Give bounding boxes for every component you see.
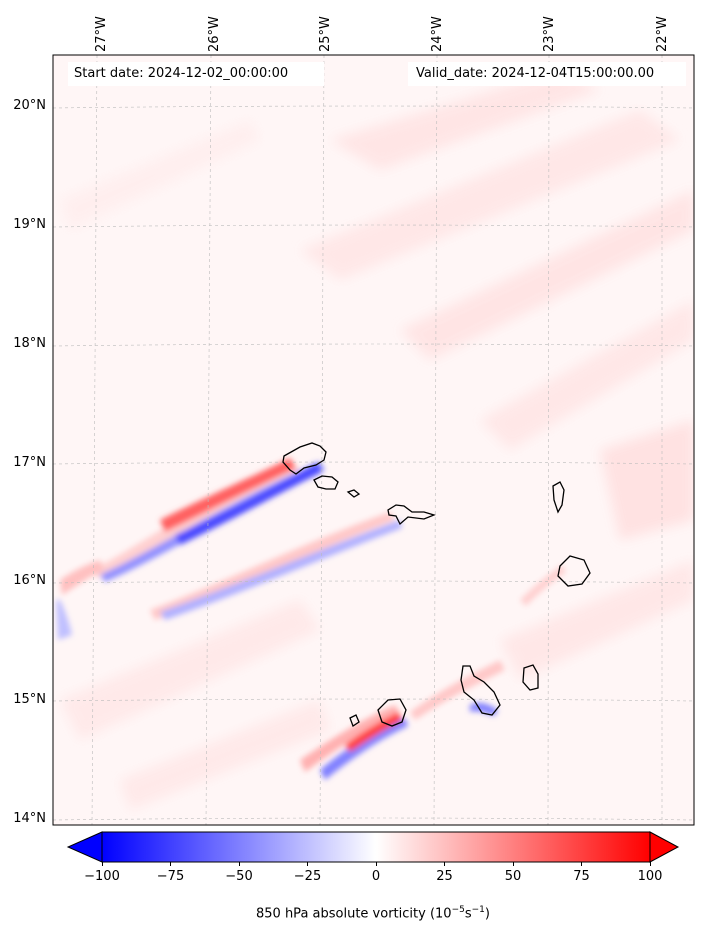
colorbar-tick bbox=[101, 862, 103, 866]
colorbar-title: 850 hPa absolute vorticity (10−5s−1) bbox=[0, 905, 703, 921]
lon-label-26w: 26°W bbox=[207, 16, 222, 52]
lon-label-23w: 23°W bbox=[542, 16, 557, 52]
island-boa-vista bbox=[557, 555, 591, 587]
island-outlines bbox=[282, 442, 591, 727]
lat-label-20n: 20°N bbox=[13, 98, 46, 113]
colorbar bbox=[66, 831, 680, 863]
colorbar-tick bbox=[375, 862, 377, 866]
colorbar-tick-label: 100 bbox=[637, 869, 663, 884]
lon-label-25w: 25°W bbox=[318, 16, 333, 52]
map-frame bbox=[52, 54, 695, 826]
colorbar-tick bbox=[581, 862, 582, 866]
island-santo-antao bbox=[282, 442, 327, 475]
lon-label-24w: 24°W bbox=[430, 16, 445, 52]
island-maio bbox=[522, 664, 539, 691]
lon-label-27w: 27°W bbox=[94, 16, 109, 52]
colorbar-tick-label: −75 bbox=[156, 869, 185, 884]
colorbar-tick-label: 25 bbox=[436, 869, 453, 884]
colorbar-extend-low bbox=[66, 831, 103, 863]
valid-date-label: Valid_date: 2024-12-04T15:00:00.00 bbox=[416, 66, 655, 81]
lat-label-19n: 19°N bbox=[13, 217, 46, 232]
island-brava bbox=[349, 714, 360, 727]
island-sao-vicente bbox=[313, 475, 339, 490]
island-santiago bbox=[460, 665, 501, 716]
colorbar-gradient bbox=[102, 832, 650, 862]
lat-label-16n: 16°N bbox=[13, 573, 46, 588]
colorbar-tick-label: 75 bbox=[573, 869, 590, 884]
colorbar-tick bbox=[444, 862, 445, 866]
lat-label-18n: 18°N bbox=[13, 336, 46, 351]
colorbar-tick bbox=[307, 862, 308, 866]
valid-date-box: Valid_date: 2024-12-04T15:00:00.00 bbox=[408, 62, 686, 86]
start-date-label: Start date: 2024-12-02_00:00:00 bbox=[74, 66, 289, 81]
island-sao-nicolau bbox=[387, 504, 436, 526]
colorbar-tick bbox=[649, 862, 651, 866]
colorbar-tick-label: −50 bbox=[225, 869, 253, 884]
lat-label-14n: 14°N bbox=[13, 811, 46, 826]
colorbar-tick-label: −25 bbox=[293, 869, 322, 884]
island-fogo bbox=[377, 698, 407, 727]
lat-label-15n: 15°N bbox=[13, 692, 46, 707]
lat-label-17n: 17°N bbox=[13, 455, 46, 470]
colorbar-tick bbox=[512, 862, 514, 866]
colorbar-extend-high bbox=[649, 831, 680, 863]
colorbar-tick-label: −100 bbox=[84, 869, 120, 884]
colorbar-tick bbox=[238, 862, 240, 866]
colorbar-tick bbox=[170, 862, 171, 866]
colorbar-title-exp1: −5 bbox=[451, 905, 465, 915]
colorbar-title-main: 850 hPa absolute vorticity (10 bbox=[256, 906, 452, 922]
start-date-box: Start date: 2024-12-02_00:00:00 bbox=[68, 62, 324, 86]
graticule bbox=[53, 55, 694, 825]
island-sal bbox=[552, 481, 565, 514]
island-santa-luzia bbox=[346, 489, 361, 498]
vorticity-field bbox=[53, 55, 694, 825]
colorbar-tick-label: 50 bbox=[504, 869, 522, 884]
colorbar-tick-label: 0 bbox=[371, 869, 381, 884]
colorbar-title-end: ) bbox=[484, 906, 490, 922]
lon-label-22w: 22°W bbox=[655, 16, 670, 52]
colorbar-title-mid: s bbox=[464, 906, 472, 922]
colorbar-title-exp2: −1 bbox=[471, 905, 485, 915]
